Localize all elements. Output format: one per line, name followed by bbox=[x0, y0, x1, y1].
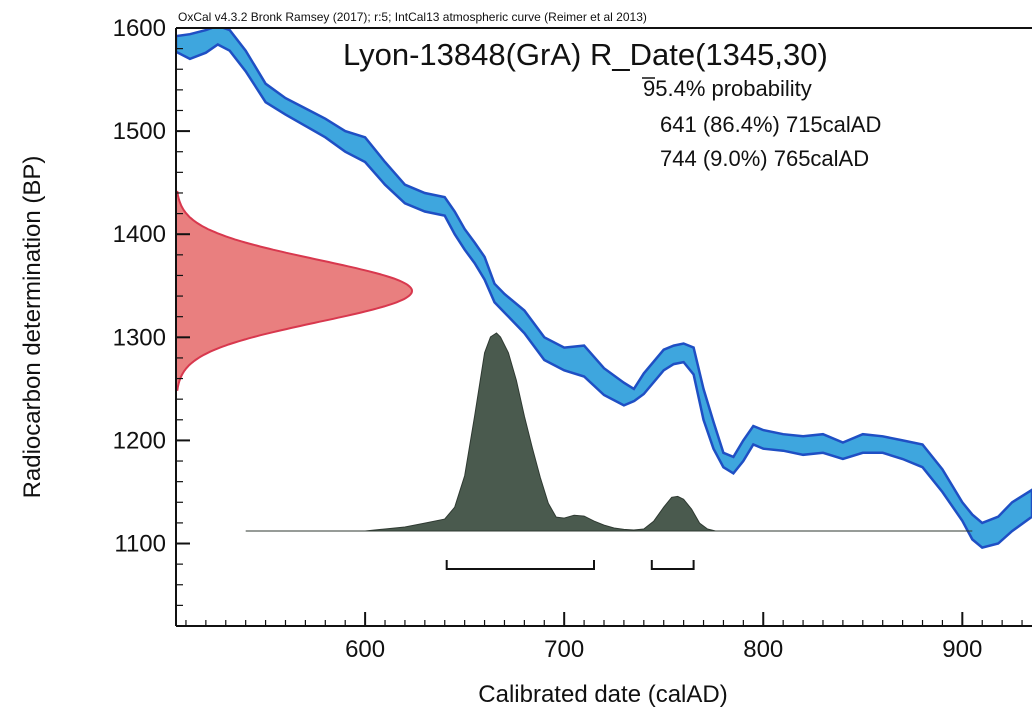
y-tick-label: 1100 bbox=[114, 531, 166, 558]
calibrated-distribution bbox=[245, 332, 973, 532]
range-bracket-2 bbox=[650, 560, 695, 570]
chart-title: Lyon-13848(GrA) R_Date(1345,30) bbox=[343, 37, 828, 72]
y-tick-label: 1600 bbox=[113, 15, 166, 42]
x-tick-label: 900 bbox=[942, 636, 982, 663]
range-bracket-1 bbox=[445, 560, 595, 570]
plot-area bbox=[176, 28, 1032, 570]
y-tick-label: 1400 bbox=[113, 221, 166, 248]
range-label-2: 744 (9.0%) 765calAD bbox=[660, 146, 869, 171]
y-tick-label: 1200 bbox=[113, 427, 166, 454]
x-tick-label: 600 bbox=[345, 636, 385, 663]
probability-label: 95.4% probability bbox=[643, 76, 812, 101]
calibration-curve-band bbox=[176, 28, 1032, 549]
x-tick-label: 700 bbox=[544, 636, 584, 663]
x-axis-title: Calibrated date (calAD) bbox=[478, 681, 727, 708]
ticks: 1100 1200 1300 1400 1500 1600 600 700 800 900 bbox=[113, 15, 1023, 663]
y-axis-title: Radiocarbon determination (BP) bbox=[19, 156, 46, 499]
chart-header: OxCal v4.3.2 Bronk Ramsey (2017); r:5; I… bbox=[178, 10, 647, 24]
range-label-1: 641 (86.4%) 715calAD bbox=[660, 112, 881, 137]
radiocarbon-distribution bbox=[176, 190, 414, 391]
y-tick-label: 1500 bbox=[113, 118, 166, 145]
y-tick-label: 1300 bbox=[113, 324, 166, 351]
x-tick-label: 800 bbox=[743, 636, 783, 663]
